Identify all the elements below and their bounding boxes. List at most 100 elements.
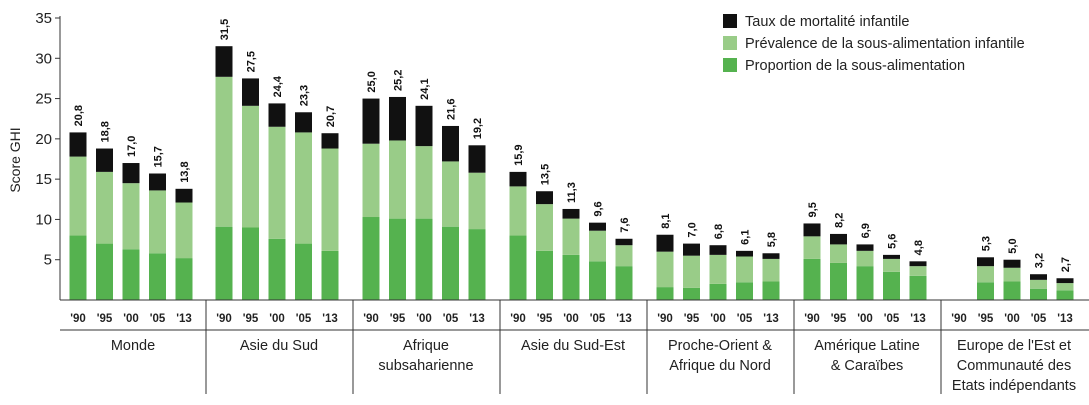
bar-segment-prevalence [562,218,580,255]
bar-segment-prevalence [268,126,286,239]
year-label: '13 [1057,313,1073,325]
bar-segment-mortality [909,261,927,267]
year-label: '05 [884,313,900,325]
year-label: '95 [684,313,700,325]
year-label: '90 [657,313,673,325]
year-label: '05 [1031,313,1047,325]
bar-segment-prevalence [509,186,527,236]
y-tick-label: 35 [35,10,52,27]
bar-segment-prevalence [762,258,780,282]
bar-segment-proportion [856,266,874,300]
bar-segment-proportion [242,227,259,300]
axes [55,16,1089,394]
bar-segment-prevalence [122,183,140,250]
year-label: '13 [763,313,779,325]
data-label-total: 8,2 [834,213,846,228]
y-tick-label: 5 [44,252,52,269]
data-label-total: 25,2 [393,70,405,91]
bar-segment-mortality [69,132,87,157]
bar-segment-mortality [389,96,406,141]
bar-segment-proportion [762,281,780,300]
bar-segment-prevalence [69,156,87,236]
bar-segment-proportion [268,238,286,300]
group-label: Monde [111,338,155,354]
bar-segment-mortality [589,222,606,231]
bar-segment-mortality [1030,274,1047,280]
bar-segment-mortality [709,245,727,255]
year-label: '95 [97,313,113,325]
year-label: '00 [563,313,579,325]
group-label: Amérique Latine [814,338,920,354]
bar-segment-proportion [709,283,727,300]
data-label-total: 13,8 [179,161,191,182]
bar-segment-mortality [242,78,259,106]
y-tick-label: 15 [35,171,52,188]
data-label-total: 6,1 [740,230,752,245]
bar-segment-proportion [736,282,753,300]
data-label-total: 25,0 [366,71,378,92]
bar-segment-prevalence [295,132,312,244]
bar-segment-mortality [656,234,674,252]
year-label: '00 [710,313,726,325]
bar-segment-prevalence [977,266,994,283]
year-label: '00 [416,313,432,325]
year-label: '13 [322,313,338,325]
bar-segment-mortality [415,105,433,147]
data-label-total: 5,0 [1007,238,1019,253]
bar-segment-prevalence [321,148,339,251]
year-label: '90 [510,313,526,325]
bar-segment-prevalence [883,258,900,272]
bar-segment-prevalence [468,172,486,230]
group-label: Etats indépendants [952,378,1076,394]
year-label: '05 [296,313,312,325]
year-label: '13 [176,313,192,325]
bar-segment-mortality [442,125,459,162]
data-label-total: 2,7 [1060,257,1072,272]
bar-segment-prevalence [415,146,433,219]
bar-segment-proportion [909,275,927,300]
bar-segment-proportion [96,243,113,300]
year-label: '00 [857,313,873,325]
legend-swatch [723,14,737,28]
year-label: '13 [616,313,632,325]
bar-segment-prevalence [1030,279,1047,289]
bar-segment-mortality [683,243,700,256]
legend: Taux de mortalité infantile Prévalence de… [723,14,1025,74]
bar-segment-mortality [1056,278,1074,284]
bar-segment-mortality [362,98,380,144]
bar-segment-prevalence [803,236,821,259]
data-label-total: 13,5 [540,164,552,185]
bar-segment-mortality [762,253,780,259]
bar-segment-proportion [321,250,339,300]
year-label: '00 [1004,313,1020,325]
year-label: '95 [537,313,553,325]
data-label-total: 20,7 [325,106,337,127]
data-label-total: 20,8 [73,105,85,126]
data-label-total: 18,8 [100,121,112,142]
data-label-total: 23,3 [299,85,311,106]
bar-segment-mortality [149,173,166,191]
bar-segment-prevalence [615,245,633,267]
data-label-total: 7,0 [687,222,699,237]
year-label: '05 [737,313,753,325]
data-label-total: 19,2 [472,118,484,139]
bar-segment-mortality [1003,259,1021,268]
bar-segment-prevalence [683,255,700,288]
bar-segment-proportion [562,254,580,300]
data-label-total: 7,6 [619,217,631,232]
bar-segment-proportion [656,287,674,300]
bar-segment-proportion [175,258,193,300]
y-axis-title: Score GHI [7,127,23,192]
group-label: Proche-Orient & [668,338,772,354]
bar-segment-proportion [362,217,380,300]
bar-segment-proportion [415,218,433,300]
year-label: '13 [910,313,926,325]
bar-segment-prevalence [536,204,553,251]
data-label-total: 9,5 [807,202,819,217]
bar-segment-mortality [803,223,821,237]
bar-segment-proportion [295,243,312,300]
bar-segment-proportion [803,258,821,300]
data-label-total: 3,2 [1034,253,1046,268]
bar-segment-mortality [215,46,233,77]
bar-segment-proportion [468,229,486,300]
